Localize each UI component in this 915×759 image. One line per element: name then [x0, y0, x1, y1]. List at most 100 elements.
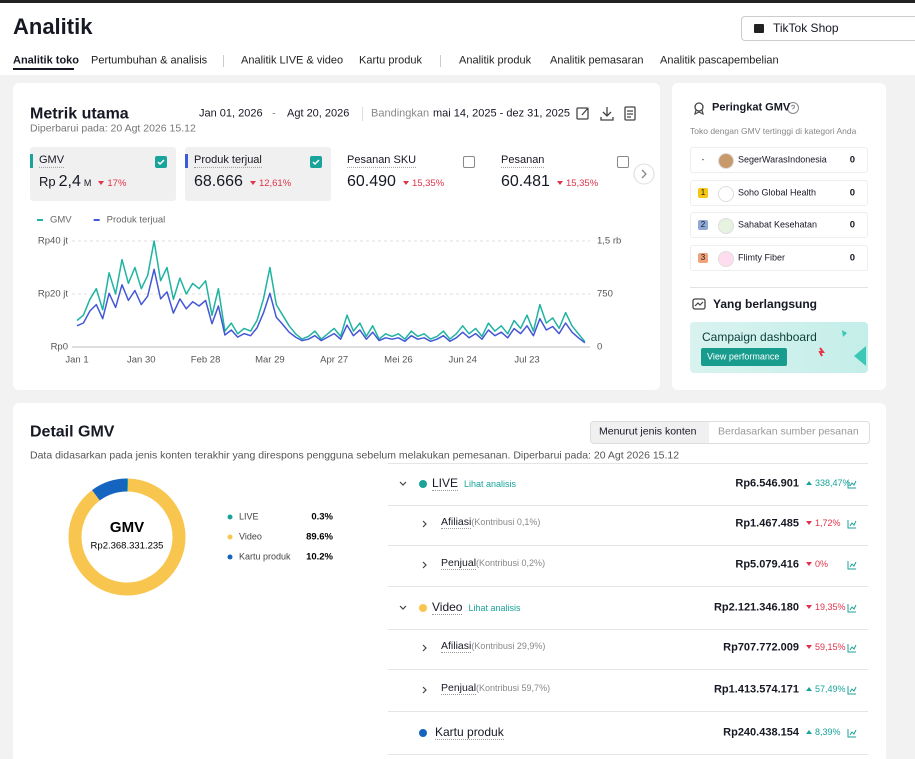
trend-arrow [402, 180, 409, 185]
view-performance-button[interactable] [701, 348, 787, 366]
row-note: (Kontribusi 0,1%) [471, 517, 541, 527]
metric-change: 15,35% [565, 178, 599, 189]
tab[interactable]: Pertumbuhan & analisis [91, 54, 208, 67]
shop-name: Flimty Fiber [738, 252, 785, 263]
tab[interactable]: Kartu produk [359, 54, 422, 67]
metric-value-row: 60.481 15,35% [501, 173, 598, 191]
metric-label: Pesanan [501, 154, 545, 169]
toolbar-icons[interactable] [575, 105, 639, 123]
row-change-text: 338,47% [815, 478, 851, 488]
row-name: Afiliasi [441, 640, 472, 653]
toggle-active[interactable] [591, 422, 709, 443]
row-change-text: 0% [815, 559, 829, 569]
tab[interactable]: Analitik pascapembelian [660, 54, 779, 67]
compare-label: Bandingkan [371, 107, 430, 120]
expand-chevron[interactable] [399, 604, 407, 612]
checkbox[interactable] [155, 156, 167, 168]
banner-decoration [818, 330, 866, 366]
icon [847, 729, 857, 738]
shop-avatar [718, 218, 734, 234]
trend-chart-icon[interactable] [847, 519, 857, 529]
trend-arrow [806, 481, 812, 486]
separator [690, 287, 868, 288]
toggle-option[interactable]: Berdasarkan sumber pesanan [718, 425, 859, 438]
metric-label: Produk terjual [194, 154, 262, 169]
ranking-row[interactable] [690, 244, 868, 271]
checkbox[interactable] [310, 156, 322, 168]
rank: 3 [700, 252, 706, 262]
icon [847, 561, 857, 570]
checkbox[interactable] [463, 156, 475, 168]
row-change-text: 59,15% [815, 642, 846, 652]
separator [362, 107, 363, 121]
shop-name[interactable]: TikTok Shop [773, 20, 839, 35]
expand-chevron[interactable] [421, 520, 429, 528]
row-value: Rp2.121.346.180 [713, 601, 799, 614]
chevron [399, 605, 407, 610]
toggle-option[interactable]: Menurut jenis konten [599, 425, 697, 438]
metric-change: 12,61% [258, 178, 292, 189]
type-dot [419, 729, 427, 737]
metric-card-bg[interactable] [30, 147, 176, 201]
rank-badge [698, 187, 708, 198]
ranking-row[interactable] [690, 179, 868, 206]
type-dot [419, 480, 427, 488]
metric-card-accent [30, 154, 33, 168]
metric-prefix: Rp [39, 174, 56, 189]
rank-badge [698, 252, 708, 263]
chevron [399, 481, 407, 486]
shop-avatar [718, 153, 734, 169]
trend-chart-icon[interactable] [847, 643, 857, 653]
check [157, 159, 165, 166]
metric-value: 2,4 [58, 173, 81, 190]
row-divider [388, 505, 868, 506]
metric-label: Pesanan SKU [347, 154, 417, 169]
shop-selector[interactable] [741, 16, 915, 41]
date-separator: - [272, 107, 276, 120]
scroll-right[interactable] [633, 163, 655, 185]
metric-card-accent [185, 154, 188, 168]
trend-chart-icon[interactable] [847, 603, 857, 613]
tab[interactable]: Analitik toko [13, 54, 80, 67]
checkbox[interactable] [617, 156, 629, 168]
trend-arrow [98, 180, 105, 185]
tab[interactable]: Analitik pemasaran [550, 54, 644, 67]
tab[interactable]: Analitik LIVE & video [241, 54, 344, 67]
top-bar [0, 0, 915, 3]
icon [847, 644, 857, 653]
metric-change-wrap: 12,61% [249, 178, 292, 189]
tab-separator [223, 55, 224, 67]
expand-chevron[interactable] [399, 480, 407, 488]
trend-chart-icon[interactable] [847, 479, 857, 489]
banner-title[interactable]: Campaign dashboard [702, 329, 817, 344]
analysis-link[interactable]: Lihat analisis [464, 479, 517, 489]
expand-chevron[interactable] [421, 561, 429, 569]
trend-chart-icon[interactable] [847, 728, 857, 738]
date-end[interactable]: Agt 20, 2026 [287, 107, 350, 120]
metric-change: 17% [107, 178, 127, 189]
compare-range[interactable]: mai 14, 2025 - dez 31, 2025 [433, 107, 570, 120]
tab[interactable]: Analitik produk [459, 54, 532, 67]
expand-chevron[interactable] [421, 686, 429, 694]
icon [847, 520, 857, 529]
metric-label: GMV [39, 154, 65, 169]
ranking-row[interactable] [690, 147, 868, 173]
metric-change-wrap: 15,35% [556, 178, 599, 189]
date-start[interactable]: Jan 01, 2026 [199, 107, 263, 120]
ranking-row[interactable] [690, 212, 868, 238]
info-icon[interactable] [786, 101, 800, 115]
row-change: 19,35% [806, 602, 846, 612]
toggle[interactable] [590, 421, 870, 444]
shop-value: 0 [849, 219, 855, 231]
trend-chart-icon[interactable] [847, 560, 857, 570]
banner-button-label[interactable]: View performance [707, 351, 780, 362]
analysis-link[interactable]: Lihat analisis [468, 603, 521, 613]
trend-chart-icon[interactable] [847, 685, 857, 695]
shop-name: Sahabat Kesehatan [738, 219, 818, 230]
chevron [422, 686, 427, 694]
metric-card-bg[interactable] [185, 147, 331, 201]
row-change: 338,47% [806, 478, 851, 488]
expand-chevron[interactable] [421, 644, 429, 652]
table-border [388, 463, 868, 464]
